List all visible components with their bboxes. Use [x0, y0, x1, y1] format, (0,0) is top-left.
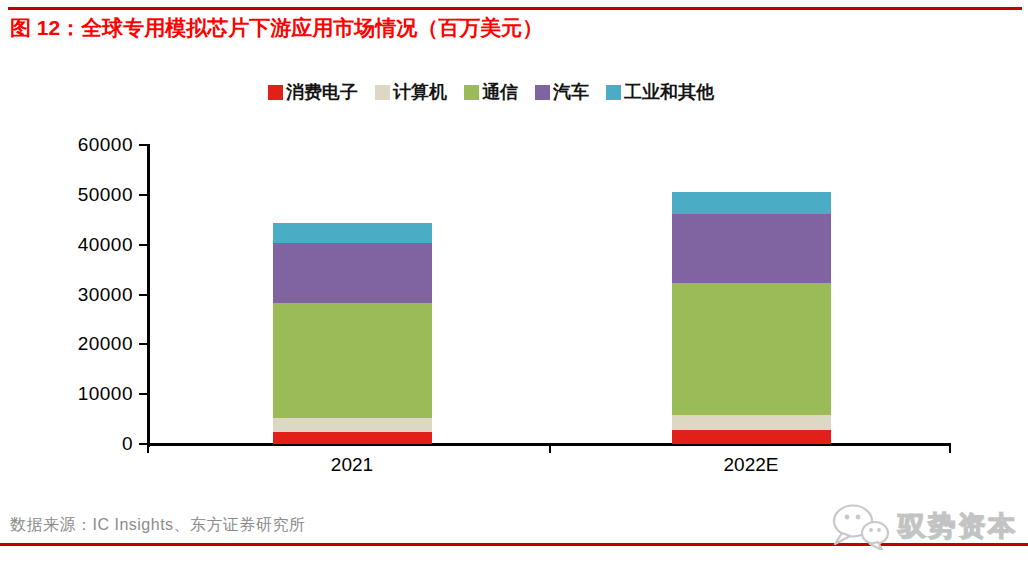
x-category-label: 2021 — [282, 454, 422, 476]
brand-name: 驭势资本 — [898, 500, 1018, 552]
x-axis-tick — [549, 446, 551, 453]
y-axis-tick — [139, 244, 147, 246]
bar-segment-汽车 — [672, 214, 831, 283]
x-category-label: 2022E — [681, 454, 821, 476]
y-tick-label: 30000 — [37, 285, 133, 305]
stacked-bar-chart: 0 10000 20000 30000 40000 50000 60000 2021 2022E — [0, 0, 1028, 577]
y-tick-label: 40000 — [37, 235, 133, 255]
y-tick-label: 0 — [37, 434, 133, 454]
bar-segment-工业和其他 — [672, 192, 831, 214]
bar-segment-消费电子 — [672, 430, 831, 444]
bar-segment-通信 — [273, 303, 432, 418]
y-tick-label: 60000 — [37, 135, 133, 155]
bar-segment-汽车 — [273, 243, 432, 303]
bar-segment-计算机 — [273, 418, 432, 432]
y-axis-tick — [139, 144, 147, 146]
y-axis-tick — [139, 343, 147, 345]
brand-logo: 驭势资本 — [826, 500, 1018, 552]
y-tick-label: 10000 — [37, 384, 133, 404]
y-tick-label: 50000 — [37, 185, 133, 205]
y-axis-tick — [139, 393, 147, 395]
x-axis-tick — [949, 446, 951, 453]
bar-segment-消费电子 — [273, 432, 432, 444]
report-figure-page: 图 12：全球专用模拟芯片下游应用市场情况（百万美元） 消费电子计算机通信汽车工… — [0, 0, 1028, 577]
bar-segment-通信 — [672, 283, 831, 415]
bar-segment-计算机 — [672, 415, 831, 430]
wechat-icon — [826, 502, 892, 550]
y-axis-tick — [139, 294, 147, 296]
y-axis-tick — [139, 443, 147, 445]
source-note: 数据来源：IC Insights、东方证券研究所 — [10, 515, 306, 536]
y-axis-tick — [139, 194, 147, 196]
y-tick-label: 20000 — [37, 334, 133, 354]
x-axis-tick — [147, 446, 149, 453]
bar-segment-工业和其他 — [273, 223, 432, 243]
y-axis — [147, 144, 150, 447]
